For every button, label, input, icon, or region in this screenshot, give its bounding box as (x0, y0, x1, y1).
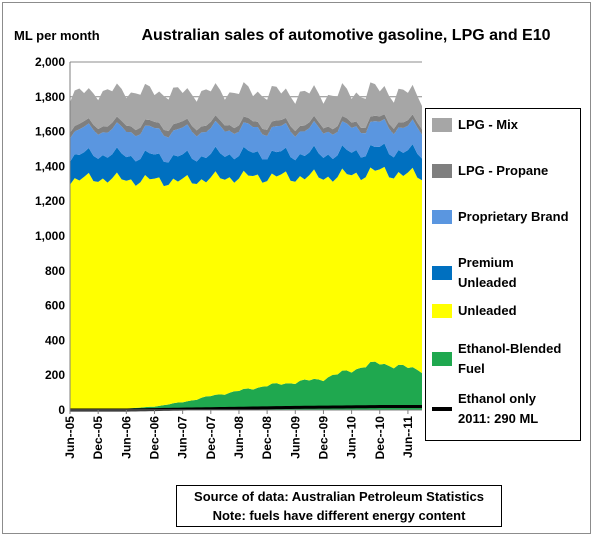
legend-swatch-lpg-mix (432, 118, 452, 132)
x-tick-label: Dec--08 (260, 416, 274, 460)
y-tick-label: 1,400 (35, 159, 65, 173)
x-tick-label: Jun--06 (119, 416, 133, 459)
legend-label-unleaded: Unleaded (458, 303, 517, 318)
x-tick-label: Jun--07 (176, 416, 190, 459)
x-tick-label: Dec--05 (91, 416, 105, 460)
x-tick-label: Jun--09 (288, 416, 302, 459)
y-tick-label: 1,800 (35, 90, 65, 104)
area-series (70, 361, 422, 410)
legend-label-lpg-mix: LPG - Mix (458, 117, 518, 132)
legend-item-ethanol-blended: Ethanol-Blended Fuel (432, 339, 561, 379)
legend-item-lpg-mix: LPG - Mix (432, 115, 518, 135)
x-tick-label: Jun--05 (63, 416, 77, 459)
area-series (70, 114, 422, 139)
legend-item-proprietary: Proprietary Brand (432, 207, 569, 227)
y-tick-label: 1,000 (35, 229, 65, 243)
legend-label-ethanol-only: Ethanol only 2011: 290 ML (458, 389, 538, 429)
axis-layer: 0 200 400 600 800 1,000 1,200 1,400 1,600 1,800 2,… (35, 55, 422, 459)
legend-item-lpg-propane: LPG - Propane (432, 161, 548, 181)
source-note: Source of data: Australian Petroleum Sta… (176, 485, 502, 527)
area-series (70, 82, 422, 133)
legend-label-ethanol-only-line2: 2011: 290 ML (458, 411, 539, 426)
legend-swatch-ethanol-blended (432, 352, 452, 366)
x-tick-label: Dec--09 (316, 416, 330, 460)
legend-label-ethanol-blended-line2: Fuel (458, 361, 485, 376)
y-tick-label: 200 (45, 368, 65, 382)
chart-title: Australian sales of automotive gasoline,… (142, 27, 551, 44)
legend-item-unleaded: Unleaded (432, 301, 517, 321)
area-series (70, 118, 422, 163)
legend-swatch-ethanol-only (432, 407, 452, 411)
y-tick-label: 1,200 (35, 194, 65, 208)
legend-label-premium-line1: Premium (458, 255, 514, 270)
legend-swatch-proprietary (432, 210, 452, 224)
y-tick-label: 800 (45, 264, 65, 278)
legend-swatch-lpg-propane (432, 164, 452, 178)
y-tick-label: 400 (45, 333, 65, 347)
x-tick-label: Dec--10 (373, 416, 387, 460)
y-tick-label: 0 (58, 403, 65, 417)
x-tick-label: Jun--11 (401, 416, 415, 458)
legend-label-premium: Premium Unleaded (458, 253, 517, 293)
x-tick-label: Dec--07 (204, 416, 218, 460)
y-tick-label: 600 (45, 299, 65, 313)
legend-label-proprietary: Proprietary Brand (458, 209, 569, 224)
legend-label-lpg-propane: LPG - Propane (458, 163, 549, 178)
area-layer (70, 82, 422, 410)
legend-label-ethanol-blended: Ethanol-Blended Fuel (458, 339, 561, 379)
source-line: Source of data: Australian Petroleum Sta… (194, 489, 484, 504)
legend: LPG - Mix LPG - Propane Proprietary Bran… (425, 108, 581, 441)
legend-swatch-unleaded (432, 304, 452, 318)
area-series (70, 166, 422, 410)
y-tick-label: 1,600 (35, 125, 65, 139)
legend-item-ethanol-only: Ethanol only 2011: 290 ML (432, 389, 538, 429)
y-axis-label: ML per month (14, 28, 100, 43)
x-tick-label: Jun--08 (232, 416, 246, 459)
y-tick-label: 2,000 (35, 55, 65, 69)
x-tick-label: Jun--10 (345, 416, 359, 459)
energy-note: Note: fuels have different energy conten… (212, 508, 466, 523)
x-tick-label: Dec--06 (147, 416, 161, 460)
legend-label-premium-line2: Unleaded (458, 275, 517, 290)
area-series (70, 143, 422, 187)
legend-swatch-premium (432, 266, 452, 280)
legend-label-ethanol-only-line1: Ethanol only (458, 391, 536, 406)
legend-label-ethanol-blended-line1: Ethanol-Blended (458, 341, 562, 356)
legend-item-premium: Premium Unleaded (432, 253, 517, 293)
